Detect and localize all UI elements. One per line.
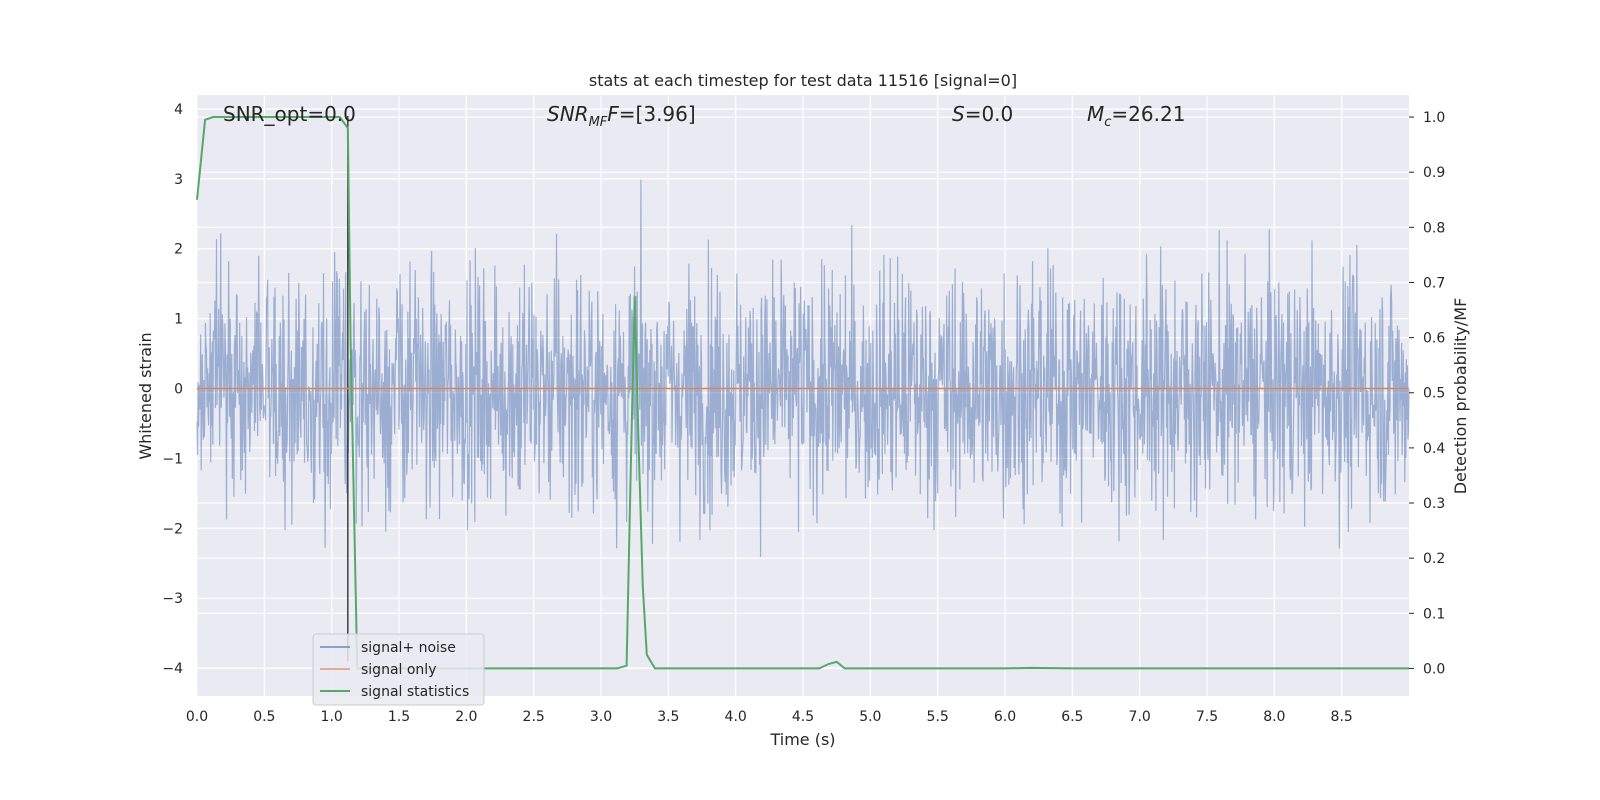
y2-tick-label: 0.2 (1423, 551, 1445, 567)
annotation-snr-mf-value: =[3.96] (619, 102, 696, 126)
legend-label-signal-noise: signal+ noise (361, 640, 456, 656)
x-tick-label: 6.5 (1061, 709, 1083, 725)
x-tick-label: 3.5 (657, 709, 679, 725)
legend-box (312, 633, 485, 706)
x-tick-label: 5.5 (927, 709, 949, 725)
x-tick-label: 7.0 (1129, 709, 1151, 725)
annotation-mc-main: M (1087, 102, 1104, 126)
signal-noise-trace (196, 179, 1410, 557)
y-tick-label: 0 (174, 382, 183, 398)
x-tick-label: 0.0 (186, 709, 208, 725)
y2-tick-label: 0.7 (1423, 275, 1445, 291)
legend: signal+ noise signal only signal statist… (312, 633, 485, 706)
signal-noise-series (196, 179, 1410, 557)
x-tick-label: 8.0 (1263, 709, 1285, 725)
x-tick-label: 1.5 (388, 709, 410, 725)
annotation-snr-mf: SNRMFF=[3.96] (547, 102, 696, 130)
annotation-snr-mf-sub: MF (589, 115, 608, 130)
x-tick-label: 3.0 (590, 709, 612, 725)
x-tick-label: 4.5 (792, 709, 814, 725)
x-tick-label: 2.5 (523, 709, 545, 725)
annotation-snr-opt: SNR_opt=0.0 (223, 102, 356, 126)
x-tick-label: 7.5 (1196, 709, 1218, 725)
x-tick-label: 5.0 (859, 709, 881, 725)
x-axis-label: Time (s) (769, 730, 835, 749)
y2-tick-label: 0.6 (1423, 331, 1445, 347)
y-tick-labels: −4 −3 −2 −1 0 1 2 3 4 (162, 102, 183, 677)
chart-title: stats at each timestep for test data 115… (589, 71, 1017, 90)
y2-tick-label: 0.5 (1423, 386, 1445, 402)
legend-label-signal-only: signal only (361, 662, 436, 678)
x-tick-label: 4.0 (725, 709, 747, 725)
y2-tick-label: 0.1 (1423, 606, 1445, 622)
y-tick-label: −3 (162, 591, 183, 607)
y2-tick-label: 1.0 (1423, 110, 1445, 126)
y2-tick-label: 0.4 (1423, 441, 1445, 457)
y2-tick-label: 0.9 (1423, 165, 1445, 181)
annotation-s-value: =0.0 (965, 102, 1014, 126)
y-tick-label: 4 (174, 102, 183, 118)
x-tick-label: 8.5 (1331, 709, 1353, 725)
annotation-mc-sub: c (1104, 115, 1111, 130)
y-axis-label: Whitened strain (136, 332, 155, 459)
y-tick-label: 2 (174, 242, 183, 258)
signal-statistics-series (196, 116, 1409, 670)
y-tick-label: −4 (162, 661, 183, 677)
y-tick-label: 1 (174, 312, 183, 328)
annotation-snr-mf-main: SNR (547, 102, 589, 126)
annotation-snr-mf-f: F (607, 102, 619, 126)
x-tick-label: 6.0 (994, 709, 1016, 725)
y-tick-label: −2 (162, 521, 183, 537)
x-tick-label: 0.5 (253, 709, 275, 725)
y2-tick-label: 0.3 (1423, 496, 1445, 512)
x-tick-label: 2.0 (455, 709, 477, 725)
y2-tick-label: 0.0 (1423, 661, 1445, 677)
annotation-mc-value: =26.21 (1111, 102, 1185, 126)
annotation-s: S=0.0 (952, 102, 1013, 126)
annotation-s-main: S (952, 102, 965, 126)
x-tick-label: 1.0 (321, 709, 343, 725)
y-tick-label: 3 (174, 172, 183, 188)
legend-label-signal-statistics: signal statistics (361, 684, 469, 700)
y2-tick-labels: 0.0 0.1 0.2 0.3 0.4 0.5 0.6 0.7 0.8 0.9 1.0 (1409, 110, 1445, 677)
x-tick-labels: 0.0 0.5 1.0 1.5 2.0 2.5 3.0 3.5 4.0 4.5 5.0 5.5 6.0 6… (186, 709, 1353, 725)
y2-axis-label: Detection probability/MF (1451, 298, 1470, 495)
y-tick-label: −1 (162, 451, 183, 467)
annotation-mc: Mc=26.21 (1087, 102, 1185, 130)
y2-tick-label: 0.8 (1423, 220, 1445, 236)
